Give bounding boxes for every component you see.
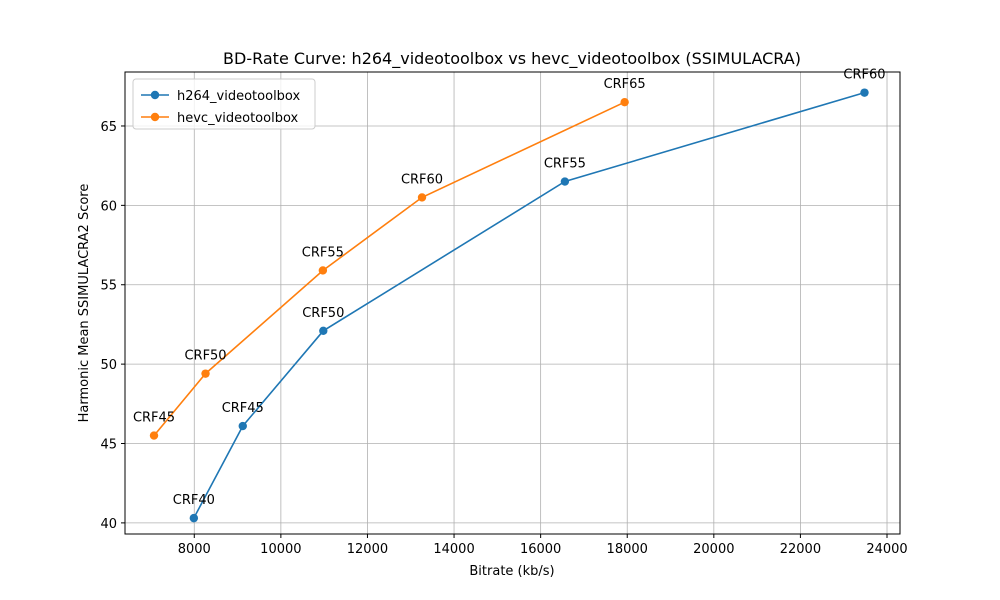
x-tick-label: 10000	[260, 542, 301, 557]
data-point	[319, 326, 328, 335]
y-tick-label: 50	[100, 358, 117, 373]
data-point	[189, 513, 199, 523]
plot-frame	[124, 71, 901, 535]
x-axis-ticks: 8000 10000 12000 14000 16000 18000 20000 22000 2…	[178, 534, 908, 557]
legend-label: h264_videotoolbox	[177, 89, 300, 104]
legend-item: h264_videotoolbox	[141, 89, 300, 104]
annotation-layer: CRF40 CRF45 CRF50 CRF55 CRF60 CRF45 CRF50 CRF55…	[133, 68, 886, 508]
point-label: CRF50	[184, 349, 226, 364]
legend: h264_videotoolbox hevc_videotoolbox	[132, 78, 316, 130]
y-axis-ticks: 40 45 50 55 60 65	[100, 120, 125, 532]
x-tick-label: 18000	[607, 542, 648, 557]
data-point	[417, 193, 427, 202]
data-point	[318, 266, 328, 275]
x-tick-label: 14000	[433, 542, 474, 557]
y-tick-label: 55	[100, 279, 117, 294]
y-tick-label: 60	[100, 199, 117, 214]
point-label: CRF60	[401, 172, 443, 187]
x-tick-label: 22000	[780, 542, 821, 557]
data-point	[620, 97, 629, 107]
series-line	[193, 91, 865, 519]
point-label: CRF45	[133, 411, 175, 426]
legend-label: hevc_videotoolbox	[177, 111, 299, 126]
data-point	[560, 177, 570, 186]
x-tick-label: 24000	[866, 542, 907, 557]
x-tick-label: 20000	[693, 542, 734, 557]
series-layer	[149, 88, 869, 523]
point-label: CRF65	[604, 77, 646, 92]
point-label: CRF55	[302, 245, 344, 260]
legend-item: hevc_videotoolbox	[141, 111, 299, 126]
data-point	[860, 88, 869, 97]
data-point	[201, 369, 210, 378]
chart-title: BD-Rate Curve: h264_videotoolbox vs hevc…	[223, 49, 801, 69]
grid	[125, 72, 900, 534]
data-point	[238, 421, 247, 431]
point-label: CRF50	[302, 306, 344, 321]
legend-box	[132, 78, 316, 130]
y-tick-label: 40	[100, 517, 117, 532]
y-axis-label: Harmonic Mean SSIMULACRA2 Score	[77, 184, 92, 423]
series-h264_videotoolbox	[189, 88, 869, 523]
legend-marker	[150, 90, 160, 100]
point-label: CRF45	[222, 401, 264, 416]
point-label: CRF55	[544, 157, 586, 172]
x-tick-label: 8000	[178, 542, 211, 557]
x-tick-label: 12000	[347, 542, 388, 557]
legend-marker	[150, 112, 160, 122]
data-point	[149, 431, 159, 440]
point-label: CRF40	[173, 493, 215, 508]
series-hevc_videotoolbox	[149, 97, 629, 440]
x-tick-label: 16000	[520, 542, 561, 557]
point-label: CRF60	[843, 68, 885, 83]
x-axis-label: Bitrate (kb/s)	[469, 564, 554, 579]
series-line	[153, 101, 625, 437]
y-tick-label: 45	[100, 438, 117, 453]
y-tick-label: 65	[100, 120, 117, 135]
